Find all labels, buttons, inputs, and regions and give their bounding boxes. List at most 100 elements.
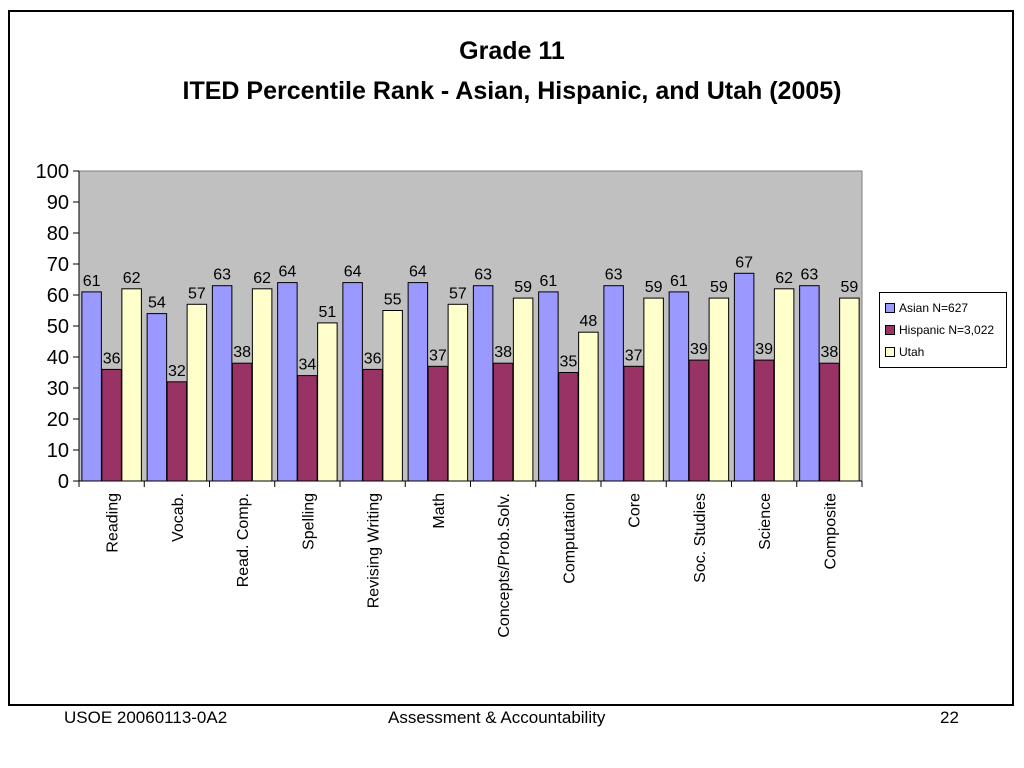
bar bbox=[297, 375, 318, 482]
legend-item: Hispanic N=3,022 bbox=[885, 319, 1006, 341]
bar bbox=[231, 362, 253, 482]
bar bbox=[277, 282, 298, 482]
data-label: 57 bbox=[188, 285, 206, 302]
bar bbox=[186, 303, 208, 482]
data-label: 57 bbox=[449, 285, 467, 302]
legend-item: Utah bbox=[885, 341, 1006, 363]
bar-chart: Grade 11 ITED Percentile Rank - Asian, H… bbox=[36, 37, 863, 638]
bar bbox=[492, 362, 514, 482]
legend-label: Asian N=627 bbox=[899, 301, 969, 315]
data-label: 38 bbox=[820, 344, 838, 361]
data-label: 59 bbox=[514, 279, 532, 296]
data-label: 63 bbox=[800, 267, 818, 284]
legend: Asian N=627 Hispanic N=3,022 Utah bbox=[879, 292, 1007, 368]
bar bbox=[382, 310, 403, 482]
x-category-label: Vocab. bbox=[170, 493, 187, 542]
data-label: 38 bbox=[233, 344, 251, 361]
y-tick-label: 30 bbox=[47, 378, 69, 400]
y-tick-label: 100 bbox=[36, 161, 69, 183]
x-category-label: Read. Comp. bbox=[235, 493, 252, 587]
x-category-label: Science bbox=[757, 493, 774, 550]
x-category-label: Revising Writing bbox=[366, 493, 383, 608]
legend-item: Asian N=627 bbox=[885, 297, 1006, 319]
legend-swatch bbox=[885, 303, 895, 313]
data-label: 36 bbox=[364, 350, 382, 367]
bar bbox=[753, 359, 775, 482]
data-label: 63 bbox=[213, 267, 231, 284]
bar bbox=[688, 359, 710, 482]
legend-label: Utah bbox=[899, 345, 925, 359]
bar bbox=[362, 368, 383, 482]
data-label: 55 bbox=[384, 292, 402, 309]
plot-area: 0 10 20 30 40 50 60 70 80 90 100 61 36 62 Reading 54 32 5… bbox=[36, 161, 863, 638]
plot-background bbox=[78, 170, 863, 482]
bar bbox=[538, 291, 559, 482]
data-label: 36 bbox=[103, 350, 121, 367]
data-label: 63 bbox=[474, 267, 492, 284]
footer-department: Assessment & Accountability bbox=[388, 708, 606, 727]
data-label: 61 bbox=[670, 273, 688, 290]
legend-label: Hispanic N=3,022 bbox=[899, 323, 995, 337]
data-label: 48 bbox=[579, 313, 597, 330]
bar bbox=[839, 297, 860, 482]
bar bbox=[623, 365, 644, 482]
data-label: 62 bbox=[775, 270, 793, 287]
bar bbox=[558, 372, 579, 482]
bar bbox=[799, 285, 820, 482]
bar bbox=[643, 297, 664, 482]
bar bbox=[773, 288, 795, 482]
bar bbox=[668, 291, 690, 482]
data-label: 32 bbox=[168, 363, 186, 380]
bar bbox=[251, 288, 273, 482]
bar bbox=[578, 331, 599, 482]
data-label: 61 bbox=[539, 273, 557, 290]
y-tick-label: 50 bbox=[47, 316, 69, 338]
bar bbox=[512, 297, 534, 482]
bar bbox=[447, 303, 469, 482]
y-tick-label: 40 bbox=[47, 347, 69, 369]
x-category-label: Composite bbox=[822, 493, 839, 570]
chart-title: Grade 11 bbox=[459, 37, 565, 65]
bar bbox=[733, 272, 755, 482]
chart-subtitle: ITED Percentile Rank - Asian, Hispanic, … bbox=[183, 77, 842, 105]
y-tick-label: 90 bbox=[47, 192, 69, 214]
data-label: 67 bbox=[735, 254, 753, 271]
data-label: 59 bbox=[840, 279, 858, 296]
bar bbox=[211, 285, 233, 482]
data-label: 62 bbox=[253, 270, 271, 287]
bar bbox=[81, 291, 102, 482]
y-tick-label: 0 bbox=[58, 471, 69, 493]
bar bbox=[146, 313, 168, 482]
y-tick-label: 80 bbox=[47, 223, 69, 245]
y-tick-label: 60 bbox=[47, 285, 69, 307]
data-label: 51 bbox=[318, 304, 336, 321]
bar bbox=[166, 381, 188, 482]
x-category-label: Soc. Studies bbox=[692, 493, 709, 583]
footer-document-id: USOE 20060113-0A2 bbox=[64, 708, 228, 727]
data-label: 38 bbox=[494, 344, 512, 361]
data-label: 64 bbox=[344, 264, 362, 281]
footer: USOE 20060113-0A2 Assessment & Accountab… bbox=[0, 706, 1024, 730]
data-label: 37 bbox=[625, 347, 643, 364]
data-label: 64 bbox=[409, 264, 427, 281]
footer-page-number: 22 bbox=[940, 708, 959, 727]
y-tick-label: 20 bbox=[47, 409, 69, 431]
data-label: 39 bbox=[690, 341, 708, 358]
data-label: 64 bbox=[278, 264, 296, 281]
bar bbox=[427, 365, 449, 482]
bar bbox=[603, 285, 624, 482]
x-category-label: Concepts/Prob.Solv. bbox=[496, 493, 513, 638]
bar bbox=[708, 297, 730, 482]
bar bbox=[317, 322, 338, 482]
bar bbox=[819, 362, 840, 482]
legend-swatch bbox=[885, 325, 895, 335]
bar bbox=[101, 368, 122, 482]
legend-swatch bbox=[885, 347, 895, 357]
y-tick-label: 70 bbox=[47, 254, 69, 276]
data-label: 63 bbox=[605, 267, 623, 284]
data-label: 37 bbox=[429, 347, 447, 364]
bar bbox=[121, 288, 142, 482]
bar bbox=[342, 282, 363, 482]
x-category-label: Spelling bbox=[300, 493, 317, 550]
x-category-label: Core bbox=[627, 493, 644, 528]
